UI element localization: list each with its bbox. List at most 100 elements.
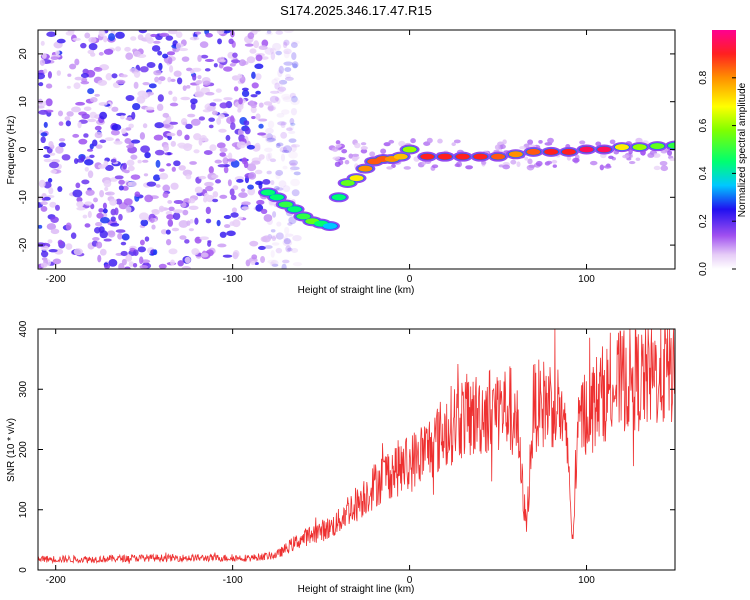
noise-speckle bbox=[173, 70, 182, 77]
noise-speckle bbox=[115, 46, 122, 52]
noise-speckle bbox=[90, 203, 95, 210]
noise-speckle bbox=[276, 87, 284, 94]
noise-speckle bbox=[267, 120, 275, 129]
noise-speckle bbox=[247, 32, 255, 40]
noise-speckle bbox=[185, 174, 192, 180]
noise-speckle bbox=[120, 250, 128, 257]
ridge-halo-speckle bbox=[351, 153, 360, 157]
heatmap-x-tick-label: 100 bbox=[578, 274, 595, 285]
noise-speckle bbox=[292, 61, 299, 68]
noise-speckle bbox=[146, 181, 157, 187]
noise-speckle bbox=[120, 241, 127, 246]
noise-speckle bbox=[186, 220, 191, 226]
noise-speckle bbox=[85, 189, 95, 196]
noise-speckle bbox=[116, 112, 126, 117]
snr-y-tick-label: 300 bbox=[18, 380, 29, 397]
ridge-point bbox=[614, 144, 629, 151]
ridge-halo-speckle bbox=[552, 164, 557, 168]
noise-speckle bbox=[166, 163, 172, 167]
noise-speckle bbox=[180, 118, 188, 126]
noise-speckle bbox=[283, 50, 290, 59]
heatmap-y-tick-label: 20 bbox=[18, 48, 29, 60]
noise-speckle bbox=[110, 216, 116, 222]
noise-speckle bbox=[231, 207, 237, 213]
noise-speckle bbox=[125, 127, 132, 131]
noise-speckle bbox=[46, 31, 57, 37]
noise-speckle bbox=[255, 113, 261, 120]
noise-speckle bbox=[80, 72, 89, 79]
noise-speckle bbox=[270, 180, 275, 186]
noise-speckle bbox=[270, 234, 278, 240]
noise-speckle bbox=[180, 96, 191, 101]
snr-x-label: Height of straight line (km) bbox=[298, 584, 415, 595]
noise-speckle bbox=[248, 172, 257, 180]
noise-speckle bbox=[140, 219, 149, 227]
noise-speckle bbox=[269, 95, 279, 103]
noise-speckle bbox=[217, 243, 227, 248]
noise-speckle bbox=[278, 79, 288, 85]
noise-speckle bbox=[212, 198, 219, 203]
noise-speckle bbox=[279, 146, 288, 153]
noise-speckle bbox=[94, 93, 101, 97]
noise-speckle bbox=[267, 104, 277, 111]
noise-speckle bbox=[83, 106, 92, 111]
noise-speckle bbox=[175, 31, 183, 38]
noise-speckle bbox=[95, 221, 103, 227]
ridge-halo-speckle bbox=[524, 156, 529, 161]
noise-speckle bbox=[67, 73, 72, 77]
noise-speckle bbox=[186, 85, 191, 89]
ridge-halo-speckle bbox=[383, 142, 391, 147]
noise-speckle bbox=[87, 170, 94, 179]
noise-speckle bbox=[75, 182, 81, 189]
noise-speckle bbox=[142, 123, 148, 129]
noise-speckle bbox=[270, 135, 277, 141]
noise-speckle bbox=[170, 259, 175, 266]
noise-speckle bbox=[151, 45, 161, 52]
noise-speckle bbox=[157, 79, 162, 85]
noise-speckle bbox=[84, 201, 93, 206]
noise-speckle bbox=[204, 58, 215, 63]
noise-speckle bbox=[286, 127, 293, 132]
noise-speckle bbox=[137, 246, 146, 253]
noise-speckle bbox=[66, 111, 74, 117]
heatmap-x-tick-label: -200 bbox=[46, 274, 66, 285]
ridge-halo-speckle bbox=[653, 165, 661, 171]
noise-speckle bbox=[177, 260, 184, 267]
noise-speckle bbox=[241, 157, 248, 165]
noise-speckle bbox=[207, 241, 212, 247]
noise-speckle bbox=[255, 73, 262, 81]
noise-speckle bbox=[269, 90, 280, 94]
ridge-halo-speckle bbox=[628, 160, 636, 165]
noise-speckle bbox=[66, 85, 71, 89]
ridge-halo-speckle bbox=[572, 157, 580, 163]
noise-speckle bbox=[258, 123, 264, 129]
noise-speckle bbox=[205, 218, 212, 224]
noise-speckle bbox=[187, 113, 196, 118]
noise-speckle bbox=[146, 37, 154, 44]
noise-speckle bbox=[166, 214, 175, 220]
noise-speckle bbox=[100, 217, 110, 224]
noise-speckle bbox=[283, 236, 289, 242]
noise-speckle bbox=[205, 185, 214, 192]
noise-speckle bbox=[260, 56, 269, 60]
noise-speckle bbox=[115, 229, 126, 233]
noise-speckle bbox=[266, 137, 276, 142]
noise-speckle bbox=[267, 106, 276, 111]
noise-speckle bbox=[84, 166, 89, 172]
noise-speckle bbox=[88, 37, 97, 44]
noise-speckle bbox=[287, 247, 293, 252]
noise-speckle bbox=[227, 51, 235, 59]
noise-speckle bbox=[237, 128, 244, 137]
ridge-point bbox=[597, 146, 612, 153]
noise-speckle bbox=[167, 57, 173, 65]
noise-speckle bbox=[102, 202, 107, 210]
noise-speckle bbox=[170, 30, 178, 35]
ridge-halo-speckle bbox=[360, 146, 368, 150]
noise-speckle bbox=[219, 194, 228, 199]
noise-speckle bbox=[287, 222, 293, 226]
noise-speckle bbox=[271, 78, 279, 85]
noise-speckle bbox=[94, 125, 102, 131]
noise-speckle bbox=[120, 74, 128, 78]
noise-speckle bbox=[198, 137, 203, 146]
noise-speckle bbox=[190, 69, 195, 74]
